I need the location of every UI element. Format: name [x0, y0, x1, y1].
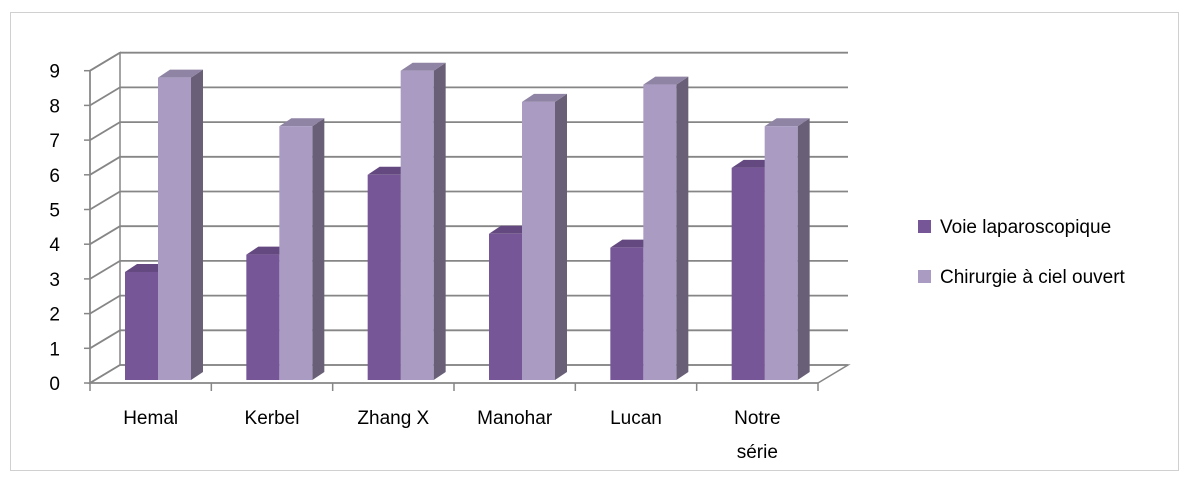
gridline-side: [89, 260, 121, 280]
chart-border: [10, 12, 1179, 471]
bar-front: [158, 77, 191, 380]
bar-side: [555, 93, 567, 381]
y-tick-label: 7: [49, 131, 60, 152]
bar-front: [731, 167, 765, 380]
bar-side: [433, 62, 446, 380]
y-tick-label: 6: [49, 166, 60, 187]
gridline-side: [89, 294, 121, 315]
bar-front: [610, 247, 644, 380]
bar-top: [158, 69, 203, 78]
bars: [125, 62, 810, 381]
bar-ciel-ouvert: [643, 76, 689, 380]
gridline-side: [89, 156, 121, 176]
gridlines: [89, 51, 848, 384]
bar-ciel-ouvert: [158, 69, 203, 380]
gridline-side: [89, 51, 121, 72]
bar-side: [191, 69, 203, 380]
y-tick-label: 1: [49, 339, 60, 360]
bar-side: [312, 118, 325, 380]
bar-top: [764, 118, 810, 127]
legend-swatch: [918, 270, 931, 283]
legend-label: Voie laparoscopique: [940, 217, 1111, 238]
legend: Voie laparoscopique Chirurgie à ciel ouve…: [918, 217, 1126, 288]
y-tick-label: 0: [49, 374, 60, 395]
y-tick-label: 4: [49, 235, 60, 256]
bar-top: [279, 118, 325, 127]
gridline-side: [89, 190, 121, 211]
gridline-side: [89, 329, 121, 350]
bar-top: [643, 76, 689, 85]
x-axis-labels: Hemal Kerbel Zhang X Manohar Lucan Notre série: [123, 408, 780, 463]
y-tick-label: 8: [49, 96, 60, 117]
bar-front: [522, 101, 555, 381]
bar-side: [676, 76, 689, 380]
bar-front: [643, 84, 677, 380]
x-tick-label: Hemal: [123, 408, 178, 429]
bar-front: [125, 271, 158, 380]
legend-swatch: [918, 220, 931, 233]
bar-top: [522, 93, 567, 102]
y-axis-ticks: 0 1 2 3 4 5 6 7 8 9: [49, 62, 60, 395]
y-tick-label: 3: [49, 270, 60, 291]
x-tick-label: Kerbel: [245, 408, 300, 429]
bar-side: [797, 118, 810, 380]
y-tick-label: 2: [49, 305, 60, 326]
x-tick-label-line2: série: [737, 442, 778, 463]
gridline-side: [89, 86, 121, 107]
bar-ciel-ouvert: [279, 118, 325, 380]
gridline-side: [89, 121, 121, 141]
bar-front: [764, 126, 798, 380]
bar-front: [489, 233, 522, 380]
bar-front: [279, 126, 313, 380]
x-tick-label: Lucan: [610, 408, 662, 429]
gridline-side: [89, 364, 121, 384]
x-tick-label: Notre: [734, 408, 780, 429]
x-tick-label: Zhang X: [357, 408, 429, 429]
x-tick-label: Manohar: [477, 408, 553, 429]
bar-front: [367, 174, 401, 380]
y-tick-label: 9: [49, 62, 60, 83]
bar-top: [400, 62, 446, 71]
bar-ciel-ouvert: [400, 62, 446, 380]
y-tick-label: 5: [49, 201, 60, 222]
legend-label: Chirurgie à ciel ouvert: [940, 267, 1126, 288]
bar-ciel-ouvert: [764, 118, 810, 380]
axes: [84, 69, 819, 391]
bar-front: [400, 70, 434, 380]
gridline-side: [89, 225, 121, 245]
bar-ciel-ouvert: [522, 93, 567, 381]
bar-front: [246, 254, 280, 380]
